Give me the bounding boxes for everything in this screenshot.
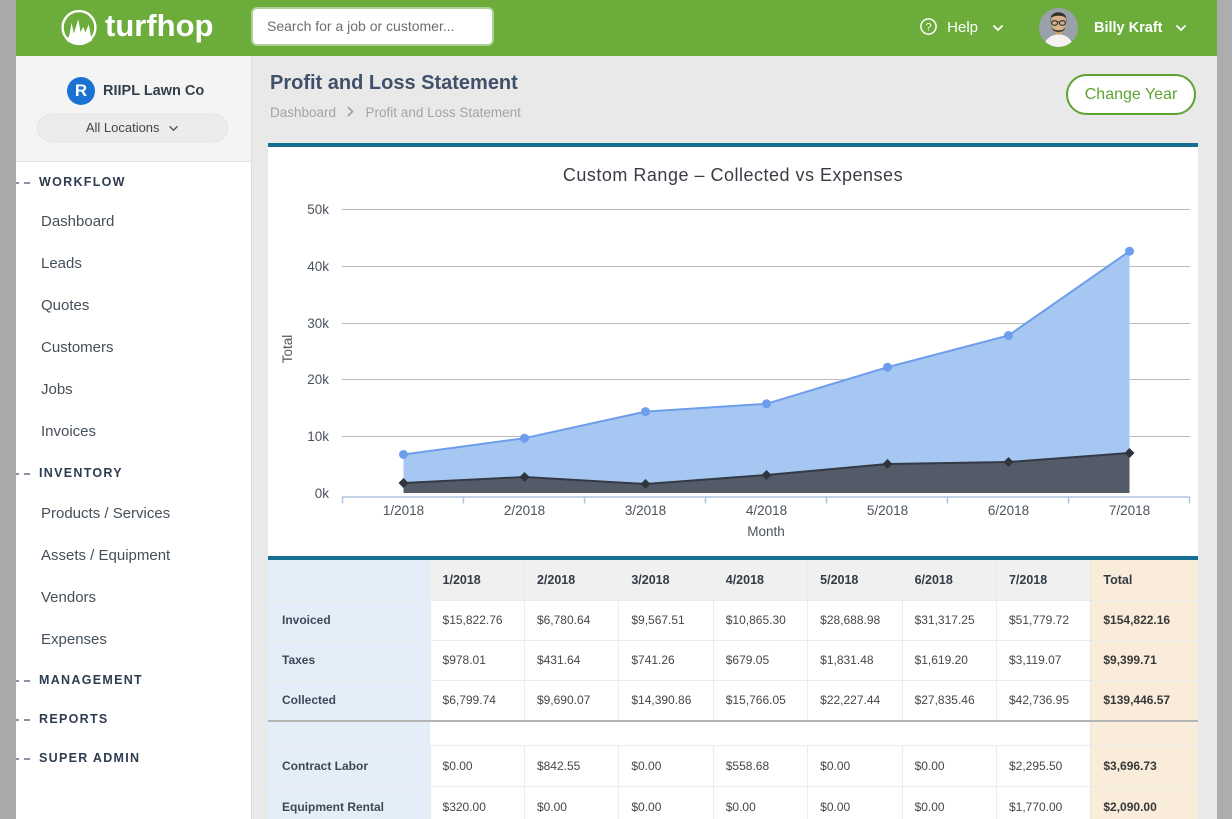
svg-text:30k: 30k xyxy=(307,316,329,331)
svg-text:Custom Range – Collected vs Ex: Custom Range – Collected vs Expenses xyxy=(563,165,903,185)
svg-text:3/2018: 3/2018 xyxy=(625,503,666,518)
svg-text:6/2018: 6/2018 xyxy=(988,503,1029,518)
svg-text:20k: 20k xyxy=(307,372,329,387)
svg-text:40k: 40k xyxy=(307,259,329,274)
svg-text:0k: 0k xyxy=(315,486,330,501)
svg-text:4/2018: 4/2018 xyxy=(746,503,787,518)
svg-text:10k: 10k xyxy=(307,429,329,444)
svg-text:?: ? xyxy=(925,21,931,33)
svg-text:Total: Total xyxy=(280,335,295,364)
svg-text:50k: 50k xyxy=(307,202,329,217)
svg-text:2/2018: 2/2018 xyxy=(504,503,545,518)
svg-text:Month: Month xyxy=(747,524,785,539)
svg-text:7/2018: 7/2018 xyxy=(1109,503,1150,518)
svg-text:1/2018: 1/2018 xyxy=(383,503,424,518)
svg-text:5/2018: 5/2018 xyxy=(867,503,908,518)
